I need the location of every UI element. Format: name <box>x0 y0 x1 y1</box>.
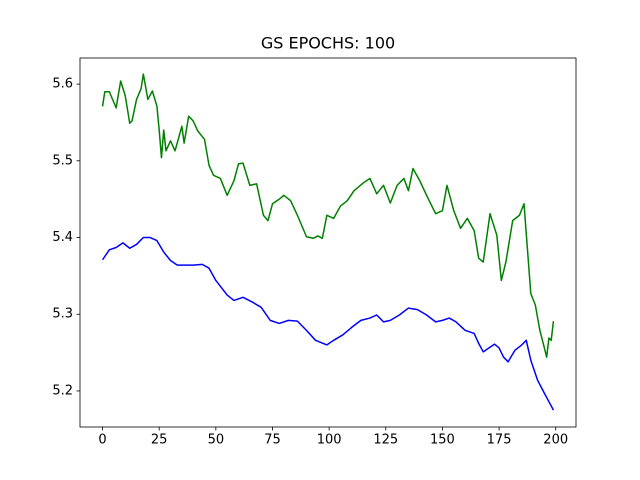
x-tick-label: 100 <box>317 433 342 448</box>
x-tick-label: 175 <box>487 433 512 448</box>
y-tick-label: 5.5 <box>52 153 73 168</box>
line-series <box>101 236 555 411</box>
x-tick-label: 75 <box>264 433 281 448</box>
y-tick-label: 5.3 <box>52 307 73 322</box>
y-tick-label: 5.4 <box>52 230 73 245</box>
x-tick-label: 200 <box>543 433 568 448</box>
x-tick-label: 150 <box>430 433 455 448</box>
y-tick-label: 5.6 <box>52 77 73 92</box>
x-tick-label: 125 <box>373 433 398 448</box>
chart-title: GS EPOCHS: 100 <box>261 34 395 53</box>
x-tick-label: 50 <box>208 433 225 448</box>
x-tick-label: 0 <box>98 433 106 448</box>
y-tick-label: 5.2 <box>52 383 73 398</box>
x-tick-label: 25 <box>151 433 168 448</box>
line-series <box>101 73 555 358</box>
plot-frame <box>79 57 577 428</box>
